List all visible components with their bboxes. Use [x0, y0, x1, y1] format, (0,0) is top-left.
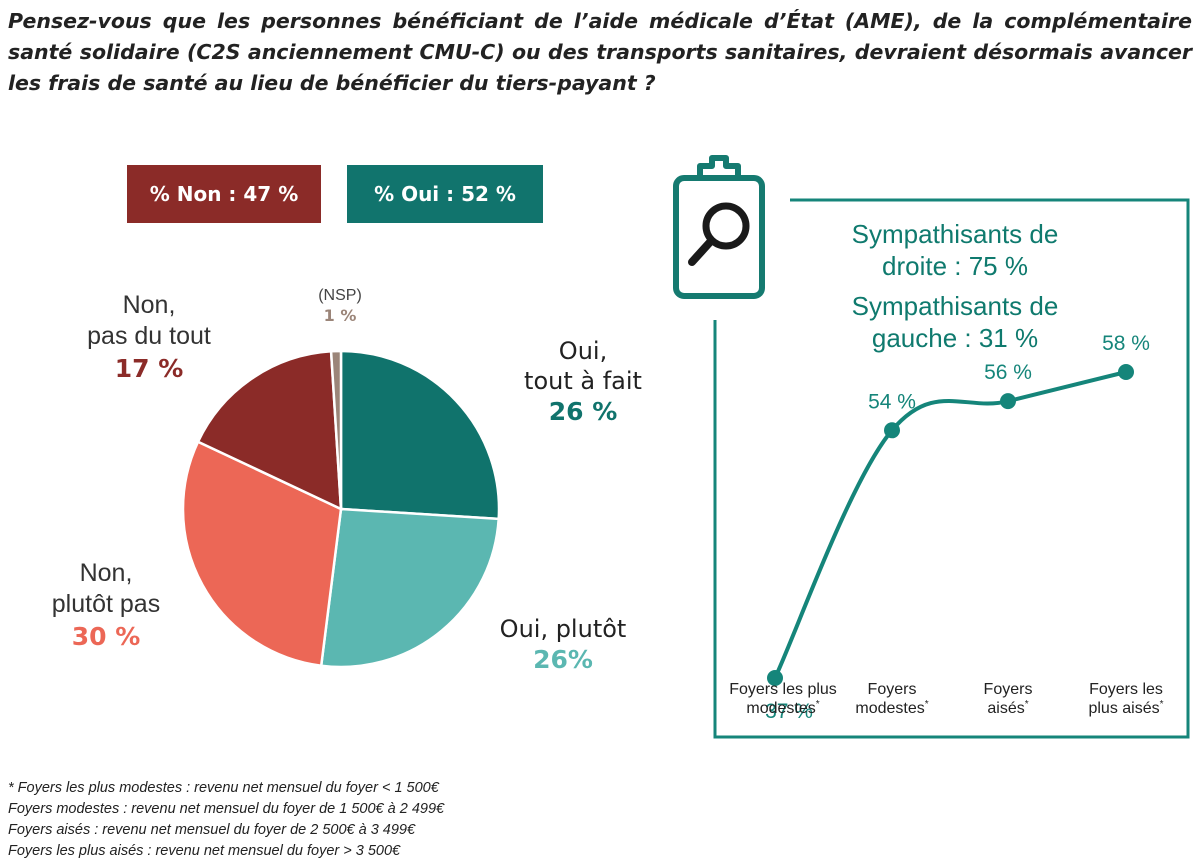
data-label-3: 58 % [1102, 332, 1150, 355]
symp-droite-line2: droite : 75 % [882, 251, 1028, 281]
data-point-0 [767, 670, 783, 686]
pie-label-otaf-line1: Oui, [558, 337, 608, 365]
data-label-0: 37 % [765, 700, 813, 723]
x-tick-label-1-1: modestes* [855, 699, 928, 717]
pie-label-otaf-value: 26 % [548, 397, 618, 426]
symp-gauche-line2: gauche : 31 % [871, 323, 1039, 353]
question-title: Pensez-vous que les personnes bénéfician… [8, 9, 1192, 95]
pie-label-npp-line2: plutôt pas [51, 590, 161, 619]
pie-label-non-plutot-pas: Non, plutôt pas 30 % [40, 558, 172, 652]
pie-label-nsp-text: (NSP) [318, 287, 362, 304]
pie-label-oui-plutot: Oui, plutôt 26% [478, 614, 648, 675]
x-tick-label-0-0: Foyers les plus [729, 681, 837, 698]
x-tick-label-0-1: modestes* [746, 699, 819, 717]
pie-label-npdt-line2: pas du tout [87, 322, 211, 351]
pie-label-nsp-value: 1 % [323, 306, 357, 325]
sympathisants-gauche: Sympathisants de gauche : 31 % [790, 290, 1120, 354]
footnote-3: Foyers aisés : revenu net mensuel du foy… [8, 822, 416, 838]
pie-slice-2 [181, 440, 343, 668]
x-tick-label-1-0: Foyers [868, 681, 917, 698]
clipboard-magnifier-icon [673, 155, 765, 299]
badge-non-total: % Non : 47 % [127, 165, 321, 223]
pie-label-non-pas-du-tout: Non, pas du tout 17 % [68, 290, 230, 384]
pie-label-nsp: (NSP) 1 % [300, 286, 380, 326]
badge-oui-total: % Oui : 52 % [347, 165, 543, 223]
pie-slice-3 [196, 349, 343, 512]
series-line [773, 370, 1127, 679]
pie-label-npp-line1: Non, [79, 559, 133, 587]
pie-label-npdt-value: 17 % [114, 353, 184, 383]
data-point-1 [884, 422, 900, 439]
pie-label-otaf-line2: tout à fait [524, 367, 642, 395]
symp-gauche-line1: Sympathisants de [851, 291, 1059, 321]
x-tick-label-2-0: Foyers [984, 681, 1033, 698]
pie-slice-1 [319, 507, 501, 669]
data-point-2 [1000, 393, 1016, 410]
x-tick-label-3-0: Foyers les [1089, 681, 1163, 698]
footnote-4: Foyers les plus aisés : revenu net mensu… [8, 843, 401, 859]
x-tick-label-3-1: plus aisés* [1088, 699, 1163, 717]
data-label-2: 56 % [984, 361, 1032, 384]
data-point-3 [1118, 364, 1134, 380]
pie-slice-0 [339, 349, 501, 521]
x-tick-label-2-1: aisés* [987, 699, 1028, 717]
sympathisants-droite: Sympathisants de droite : 75 % [790, 218, 1120, 282]
symp-droite-line1: Sympathisants de [851, 219, 1059, 249]
pie-chart [181, 349, 501, 669]
footnotes: * Foyers les plus modestes : revenu net … [8, 778, 444, 862]
pie-label-op-line1: Oui, plutôt [499, 615, 627, 643]
pie-label-op-value: 26% [533, 645, 593, 674]
data-label-1: 54 % [868, 390, 916, 413]
footnote-1: * Foyers les plus modestes : revenu net … [8, 780, 439, 796]
pie-label-oui-tout-a-fait: Oui, tout à fait 26 % [488, 336, 678, 427]
pie-label-npdt-line1: Non, [122, 291, 176, 319]
pie-label-npp-value: 30 % [71, 621, 141, 651]
pie-slice-4 [329, 349, 343, 510]
panel-frame [713, 198, 1190, 739]
footnote-2: Foyers modestes : revenu net mensuel du … [8, 801, 445, 817]
